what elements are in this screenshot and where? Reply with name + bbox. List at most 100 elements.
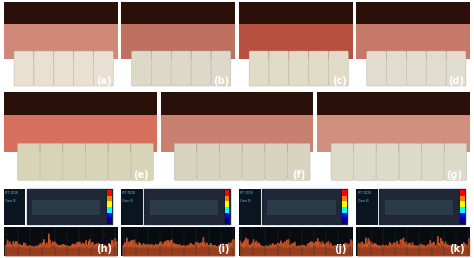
- Bar: [107, 213, 112, 218]
- Bar: [382, 190, 459, 224]
- Text: (c): (c): [332, 76, 347, 86]
- Bar: [4, 92, 157, 117]
- Bar: [144, 189, 230, 225]
- Bar: [356, 189, 378, 225]
- Bar: [150, 200, 218, 215]
- FancyBboxPatch shape: [131, 143, 153, 180]
- FancyBboxPatch shape: [354, 143, 376, 180]
- FancyBboxPatch shape: [447, 51, 466, 86]
- FancyBboxPatch shape: [211, 51, 231, 86]
- Bar: [161, 92, 313, 117]
- FancyBboxPatch shape: [249, 51, 269, 86]
- Bar: [4, 24, 118, 59]
- Bar: [121, 2, 235, 27]
- FancyBboxPatch shape: [174, 143, 197, 180]
- Bar: [342, 218, 347, 224]
- Bar: [342, 201, 347, 207]
- Bar: [356, 24, 470, 59]
- FancyBboxPatch shape: [269, 51, 289, 86]
- Bar: [356, 2, 470, 27]
- FancyBboxPatch shape: [387, 51, 406, 86]
- FancyBboxPatch shape: [54, 51, 73, 86]
- Text: Gen B: Gen B: [357, 199, 368, 203]
- Bar: [460, 196, 465, 201]
- Bar: [27, 189, 113, 225]
- FancyBboxPatch shape: [407, 51, 426, 86]
- Text: RT DDE: RT DDE: [357, 191, 371, 195]
- FancyBboxPatch shape: [265, 143, 287, 180]
- Text: (i): (i): [217, 244, 229, 254]
- Bar: [4, 189, 26, 225]
- Bar: [239, 2, 353, 27]
- Bar: [342, 213, 347, 218]
- Bar: [107, 218, 112, 224]
- FancyBboxPatch shape: [219, 143, 242, 180]
- Bar: [146, 190, 224, 224]
- FancyBboxPatch shape: [376, 143, 399, 180]
- Bar: [342, 196, 347, 201]
- Text: (j): (j): [335, 244, 347, 254]
- FancyBboxPatch shape: [445, 143, 467, 180]
- Bar: [267, 200, 336, 215]
- Bar: [460, 218, 465, 224]
- Bar: [107, 201, 112, 207]
- FancyBboxPatch shape: [132, 51, 151, 86]
- Bar: [29, 190, 106, 224]
- Bar: [121, 189, 143, 225]
- Text: (k): (k): [449, 244, 465, 254]
- Text: (b): (b): [213, 76, 229, 86]
- FancyBboxPatch shape: [367, 51, 386, 86]
- Bar: [107, 207, 112, 213]
- Bar: [225, 190, 229, 196]
- FancyBboxPatch shape: [34, 51, 54, 86]
- Text: RT DDE: RT DDE: [5, 191, 18, 195]
- FancyBboxPatch shape: [172, 51, 191, 86]
- Text: Gen B: Gen B: [122, 199, 133, 203]
- Bar: [460, 190, 465, 196]
- Bar: [32, 200, 100, 215]
- FancyBboxPatch shape: [63, 143, 85, 180]
- FancyBboxPatch shape: [108, 143, 131, 180]
- Text: (g): (g): [447, 170, 463, 180]
- FancyBboxPatch shape: [289, 51, 309, 86]
- Bar: [460, 207, 465, 213]
- Bar: [342, 207, 347, 213]
- Bar: [107, 190, 112, 196]
- FancyBboxPatch shape: [152, 51, 171, 86]
- Bar: [239, 189, 261, 225]
- FancyBboxPatch shape: [74, 51, 93, 86]
- FancyBboxPatch shape: [86, 143, 108, 180]
- Bar: [225, 201, 229, 207]
- Text: (d): (d): [448, 76, 465, 86]
- Bar: [239, 24, 353, 59]
- Bar: [225, 218, 229, 224]
- FancyBboxPatch shape: [399, 143, 421, 180]
- FancyBboxPatch shape: [331, 143, 353, 180]
- Bar: [161, 115, 313, 152]
- FancyBboxPatch shape: [40, 143, 63, 180]
- Bar: [379, 189, 465, 225]
- Bar: [121, 227, 235, 256]
- Bar: [4, 2, 118, 27]
- Bar: [385, 200, 453, 215]
- Bar: [460, 201, 465, 207]
- Bar: [264, 190, 341, 224]
- Text: RT DDE: RT DDE: [122, 191, 136, 195]
- Bar: [107, 196, 112, 201]
- Bar: [225, 207, 229, 213]
- Bar: [225, 213, 229, 218]
- Bar: [317, 92, 470, 117]
- Bar: [262, 189, 348, 225]
- FancyBboxPatch shape: [288, 143, 310, 180]
- Bar: [4, 115, 157, 152]
- FancyBboxPatch shape: [94, 51, 113, 86]
- Bar: [356, 227, 470, 256]
- Bar: [239, 227, 353, 256]
- Bar: [4, 227, 118, 256]
- FancyBboxPatch shape: [18, 143, 40, 180]
- Bar: [121, 24, 235, 59]
- FancyBboxPatch shape: [197, 143, 219, 180]
- Bar: [225, 196, 229, 201]
- FancyBboxPatch shape: [309, 51, 328, 86]
- FancyBboxPatch shape: [191, 51, 211, 86]
